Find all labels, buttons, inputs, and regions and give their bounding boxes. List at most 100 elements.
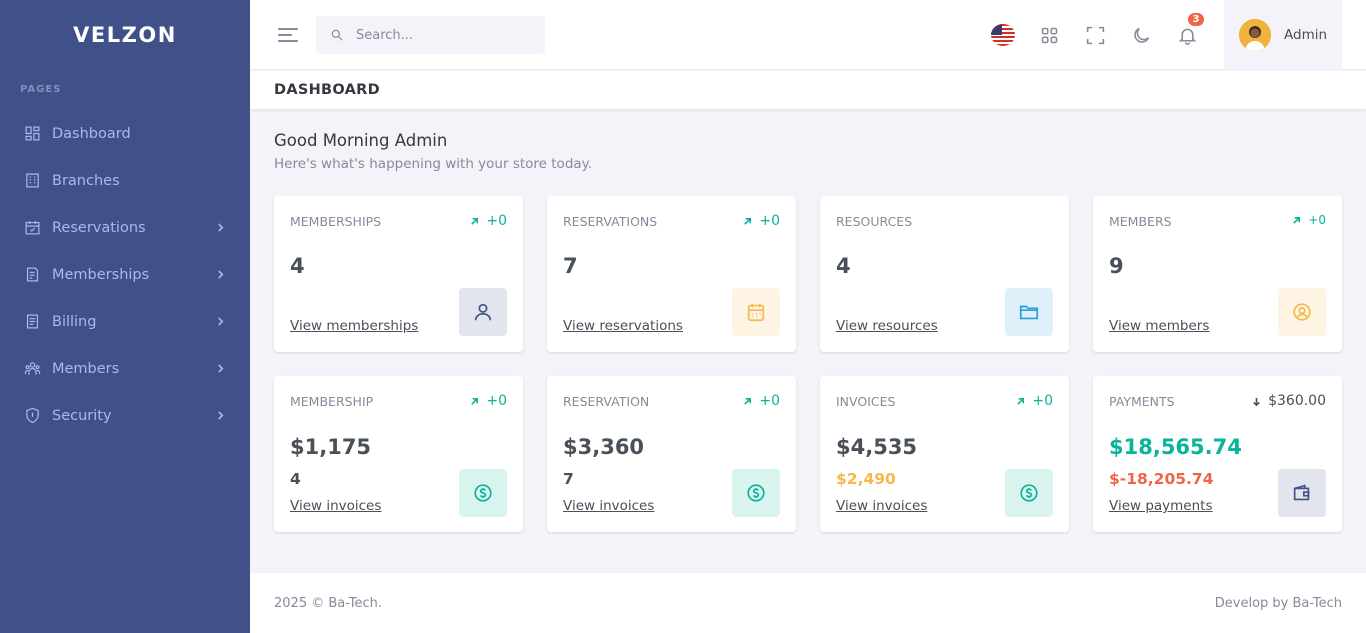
user-name: Admin [1284,27,1328,43]
sidebar-item-label: Security [52,407,112,424]
trend-value: +0 [486,393,507,409]
notification-badge: 3 [1186,11,1206,28]
greeting-subtitle: Here's what's happening with your store … [274,156,593,172]
user-menu[interactable]: Admin [1224,0,1342,70]
view-invoices-link[interactable]: View invoices [290,498,382,514]
arrow-up-right-icon [1293,216,1301,224]
card-title: MEMBERS [1109,214,1172,229]
calendar-check-icon [24,219,41,236]
card-value: $1,175 [290,435,372,459]
stat-card-reservation-revenue: RESERVATION +0 $3,360 7 View invoices [547,376,796,532]
arrow-up-right-icon [744,217,752,225]
page-title-bar: DASHBOARD [250,71,1366,110]
bill-icon [24,313,41,330]
card-trend: +0 [743,393,780,409]
card-value: $4,535 [836,435,918,459]
view-memberships-link[interactable]: View memberships [290,318,419,334]
view-members-link[interactable]: View members [1109,318,1210,334]
greeting: Good Morning Admin Here's what's happeni… [274,131,592,172]
user-icon [459,288,507,336]
file-list-icon [24,266,41,283]
trend-value: +0 [1308,213,1326,227]
card-value: 4 [290,254,305,278]
card-trend: +0 [743,213,780,229]
sidebar-item-memberships[interactable]: Memberships [0,251,250,298]
stat-card-payments: PAYMENTS $360.00 $18,565.74 $-18,205.74 … [1093,376,1342,532]
card-secondary-value: $-18,205.74 [1109,470,1214,488]
stat-card-resources: RESOURCES 4 View resources [820,196,1069,352]
dollar-circle-icon [732,469,780,517]
arrow-up-right-icon [471,217,479,225]
bell-icon[interactable] [1175,22,1199,48]
sidebar-item-label: Dashboard [52,125,131,142]
greeting-title: Good Morning Admin [274,131,448,150]
card-trend: +0 [1016,393,1053,409]
card-value: $18,565.74 [1109,435,1242,459]
user-circle-icon [1278,288,1326,336]
view-invoices-link[interactable]: View invoices [836,498,928,514]
view-invoices-link[interactable]: View invoices [563,498,655,514]
sidebar-item-label: Members [52,360,120,377]
chevron-right-icon [216,270,226,280]
arrow-up-right-icon [744,397,752,405]
moon-icon[interactable] [1129,22,1153,48]
trend-value: $360.00 [1268,393,1326,409]
card-trend: $360.00 [1252,393,1326,409]
card-count: 4 [290,470,301,488]
building-icon [24,172,41,189]
card-title: INVOICES [836,394,896,409]
sidebar-item-reservations[interactable]: Reservations [0,204,250,251]
search-icon [331,29,343,41]
chevron-right-icon [216,317,226,327]
avatar [1239,19,1271,51]
card-value: 7 [563,254,578,278]
sidebar-item-branches[interactable]: Branches [0,157,250,204]
apps-grid-icon[interactable] [1037,22,1061,48]
dollar-circle-icon [459,469,507,517]
arrow-down-icon [1253,397,1260,406]
card-count: 7 [563,470,574,488]
card-title: RESERVATIONS [563,214,658,229]
search-box [316,16,545,54]
sidebar: velzon PAGES Dashboard Branches Reservat… [0,0,250,633]
card-title: MEMBERSHIPS [290,214,382,229]
footer-copyright: 2025 © Ba-Tech. [274,595,382,611]
card-title: RESOURCES [836,214,913,229]
menu-title: PAGES [20,84,62,95]
sidebar-item-members[interactable]: Members [0,345,250,392]
us-flag-icon[interactable] [991,24,1015,46]
fullscreen-icon[interactable] [1083,22,1107,48]
chevron-right-icon [216,364,226,374]
search-input[interactable] [356,27,526,43]
view-resources-link[interactable]: View resources [836,318,938,334]
sidebar-item-dashboard[interactable]: Dashboard [0,110,250,157]
card-trend: +0 [1292,213,1326,227]
logo-text: velzon [73,23,177,47]
chevron-right-icon [216,223,226,233]
card-title: RESERVATION [563,394,650,409]
card-value: 4 [836,254,851,278]
shield-icon [24,407,41,424]
stat-card-reservations: RESERVATIONS +0 7 View reservations [547,196,796,352]
hamburger-icon[interactable] [278,24,300,46]
view-payments-link[interactable]: View payments [1109,498,1213,514]
chevron-right-icon [216,411,226,421]
stat-card-invoices: INVOICES +0 $4,535 $2,490 View invoices [820,376,1069,532]
sidebar-item-label: Branches [52,172,120,189]
wallet-icon [1278,469,1326,517]
folder-icon [1005,288,1053,336]
view-reservations-link[interactable]: View reservations [563,318,683,334]
sidebar-item-security[interactable]: Security [0,392,250,439]
sidebar-item-label: Memberships [52,266,150,283]
footer-credit: Develop by Ba-Tech [1214,595,1342,611]
sidebar-item-label: Billing [52,313,97,330]
trend-value: +0 [759,393,780,409]
card-title: MEMBERSHIP [290,394,374,409]
calendar-icon [732,288,780,336]
footer: 2025 © Ba-Tech. Develop by Ba-Tech [250,573,1366,633]
sidebar-item-billing[interactable]: Billing [0,298,250,345]
card-trend: +0 [470,393,507,409]
arrow-up-right-icon [1017,397,1025,405]
trend-value: +0 [486,213,507,229]
logo[interactable]: velzon [0,0,250,70]
